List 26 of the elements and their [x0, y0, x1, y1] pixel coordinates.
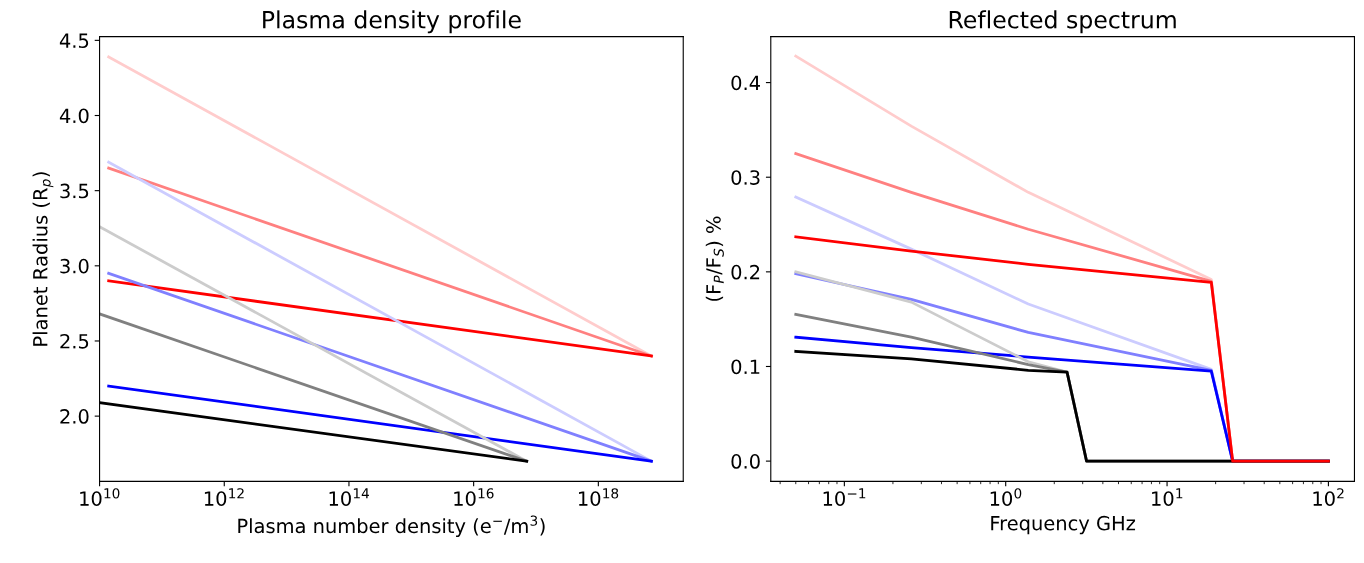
y-tick-label: 2.0 [60, 409, 89, 424]
chart-title: Plasma density profile [263, 10, 521, 34]
chart-title: Reflected spectrum [949, 10, 1176, 34]
y-tick-label: 0.1 [731, 359, 760, 375]
x-tick-label: 10$^{14}$ [329, 488, 369, 507]
x-tick-label: 10$^{12}$ [204, 488, 244, 506]
x-tick-label: 10$^{−1}$ [823, 488, 866, 507]
y-tick-label: 2.5 [60, 333, 89, 349]
y-tick-label: 3.0 [60, 258, 89, 274]
x-tick-label: 10$^{0}$ [990, 488, 1022, 506]
y-tick-label: 0.3 [731, 170, 760, 185]
x-axis-title: Frequency GHz [991, 515, 1136, 535]
y-tick-label: 4.0 [59, 108, 89, 124]
x-tick-label: 10$^{1}$ [1152, 488, 1183, 507]
x-tick-label: 10$^{2}$ [1313, 488, 1344, 506]
y-axis-title: (F$_{P}$/F$_{S}$) % [705, 216, 724, 301]
y-tick-label: 0.2 [731, 264, 760, 280]
x-tick-label: 10$^{18}$ [578, 488, 619, 506]
y-tick-label: 0.4 [731, 75, 760, 91]
y-axis-title: Planet Radius (R$_{p}$) [32, 172, 54, 346]
x-tick-label: 10$^{16}$ [454, 488, 494, 506]
y-tick-label: 3.5 [60, 183, 89, 199]
x-tick-label: 10$^{10}$ [80, 488, 120, 506]
y-tick-label: 4.5 [59, 33, 89, 49]
y-tick-label: 0.0 [731, 454, 760, 469]
x-axis-title: Plasma number density (e$^{−}$/m$^{3}$) [238, 515, 545, 538]
